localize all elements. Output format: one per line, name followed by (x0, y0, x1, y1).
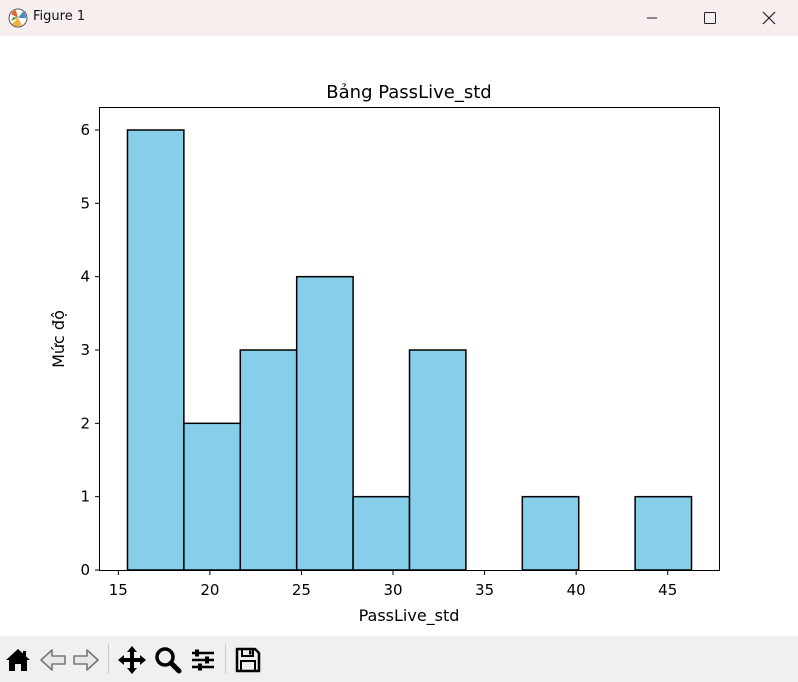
histogram-bar (408, 349, 467, 571)
window-title: Figure 1 (33, 9, 86, 24)
configure-subplots-button[interactable] (187, 644, 219, 676)
home-button[interactable] (2, 644, 34, 676)
x-axis-label: PassLive_std (359, 606, 460, 626)
save-icon (235, 647, 261, 673)
close-icon (762, 11, 776, 25)
x-tick-label: 30 (383, 581, 402, 599)
back-button[interactable] (37, 644, 69, 676)
navigation-toolbar (0, 636, 798, 682)
x-tick-label: 40 (567, 581, 586, 599)
pan-button[interactable] (116, 644, 148, 676)
x-tick-label: 45 (658, 581, 677, 599)
maximize-icon (704, 12, 716, 24)
toolbar-separator (225, 644, 226, 674)
histogram-bar (352, 495, 411, 571)
home-icon (6, 649, 30, 671)
histogram-bar (126, 129, 185, 571)
x-axis-ticks: 15 20 25 30 35 40 45 (109, 570, 677, 599)
forward-button[interactable] (70, 644, 102, 676)
y-tick-label: 6 (80, 121, 90, 139)
y-tick-label: 4 (80, 268, 90, 286)
bars-group (126, 129, 693, 571)
window-titlebar: Figure 1 (0, 0, 798, 36)
zoom-icon (155, 647, 182, 674)
histogram-bar (239, 349, 298, 571)
y-axis-ticks: 0 1 2 3 4 5 6 (80, 121, 100, 579)
histogram-bar (183, 422, 242, 571)
y-tick-label: 1 (80, 488, 90, 506)
histogram-chart: Bảng PassLive_std 15 20 25 30 35 40 45 0123456… (49, 82, 720, 626)
histogram-bar (295, 275, 354, 571)
x-tick-label: 35 (475, 581, 494, 599)
minimize-button[interactable] (623, 0, 681, 36)
minimize-icon (647, 17, 657, 19)
chart-title: Bảng PassLive_std (326, 82, 491, 103)
matplotlib-app-icon (8, 8, 28, 28)
histogram-bar (634, 495, 693, 571)
forward-icon (73, 649, 99, 671)
x-tick-label: 20 (200, 581, 219, 599)
save-button[interactable] (232, 644, 264, 676)
x-tick-label: 25 (292, 581, 311, 599)
y-tick-label: 3 (80, 341, 90, 359)
x-tick-label: 15 (109, 581, 128, 599)
y-tick-label: 5 (80, 194, 90, 212)
maximize-button[interactable] (681, 0, 739, 36)
back-icon (40, 649, 66, 671)
configure-subplots-icon (192, 649, 214, 671)
zoom-button[interactable] (152, 644, 184, 676)
axes-frame (99, 107, 720, 571)
pan-icon (118, 646, 146, 674)
toolbar-separator (108, 644, 109, 674)
y-tick-label: 2 (80, 414, 90, 432)
y-axis-label: Mức độ (49, 310, 68, 368)
close-button[interactable] (740, 0, 798, 36)
y-tick-label: 0 (80, 561, 90, 579)
histogram-bar (521, 495, 580, 571)
